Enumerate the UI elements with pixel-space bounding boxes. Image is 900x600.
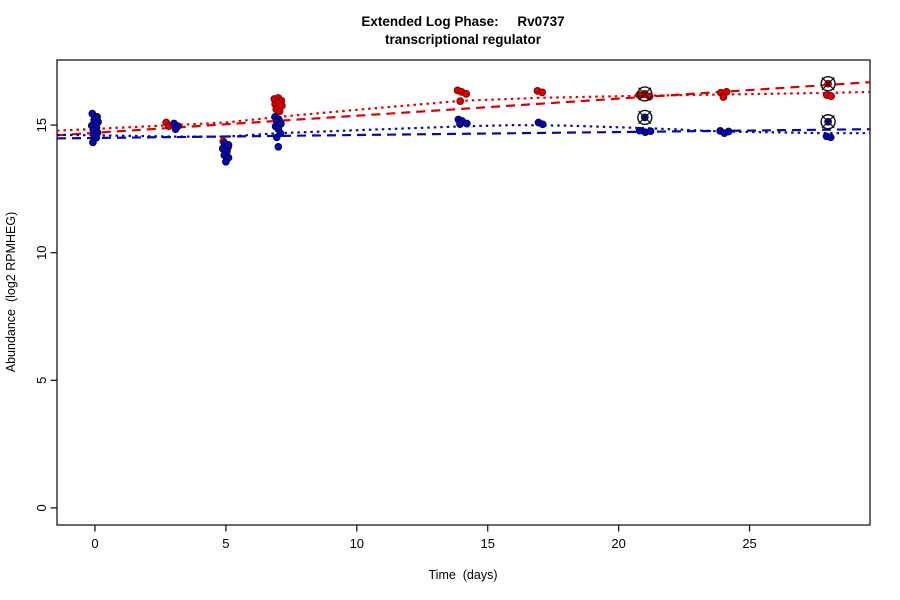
flagged-point-ring xyxy=(637,109,653,126)
red-condition-data-point xyxy=(456,97,465,105)
blue-condition-data-point xyxy=(538,120,547,129)
blue-condition-data-point xyxy=(724,127,733,136)
flagged-point-cross xyxy=(638,87,652,101)
x-axis-tick-label: 20 xyxy=(611,536,625,551)
flagged-point-cross xyxy=(821,115,835,129)
blue-condition-data-point xyxy=(826,133,835,142)
blue-condition-data-point xyxy=(171,125,180,134)
plot-titles: Extended Log Phase: Rv0737 transcription… xyxy=(361,14,564,47)
red-smooth-fit-line xyxy=(56,90,871,132)
red-condition-data-point xyxy=(719,93,728,101)
flagged-point-cross xyxy=(638,110,652,125)
red-condition-data-point xyxy=(275,107,284,116)
blue-condition-data-point xyxy=(89,138,97,147)
blue-condition-data-point xyxy=(646,127,655,136)
blue-condition-data-point xyxy=(274,142,283,151)
x-axis-tick-label: 0 xyxy=(91,536,98,551)
red-condition-data-point xyxy=(462,90,471,98)
plot-title-line1: Extended Log Phase: Rv0737 xyxy=(361,14,564,29)
x-axis-tick-label: 25 xyxy=(742,536,756,551)
blue-condition-data-point xyxy=(222,157,230,166)
red-condition-data-point xyxy=(538,88,547,97)
blue-condition-data-point xyxy=(456,120,464,128)
plot-area: 0 5 10 15 20 25 0 5 10 15 xyxy=(34,59,871,551)
flagged-point-ring xyxy=(820,114,836,130)
plot-border xyxy=(56,59,871,526)
x-axis-tick-label: 15 xyxy=(480,536,494,551)
flagged-point-ring xyxy=(820,76,836,92)
x-axis-tick-label: 10 xyxy=(350,536,364,551)
plot-title-line2: transcriptional regulator xyxy=(385,32,542,47)
flagged-point-ring xyxy=(637,86,653,102)
y-axis-tick-label: 15 xyxy=(34,118,49,132)
x-axis-label: Time (days) xyxy=(429,568,498,582)
y-axis-tick-label: 5 xyxy=(34,377,49,384)
y-axis-label: Abundance (log2 RPMHEG) xyxy=(4,212,18,373)
red-condition-data-point xyxy=(827,92,836,101)
blue-condition-data-point xyxy=(462,119,471,128)
blue-condition-data-point xyxy=(272,133,281,142)
y-axis-tick-label: 10 xyxy=(34,245,49,259)
flagged-point-cross xyxy=(821,77,835,91)
red-linear-fit-line xyxy=(56,81,871,137)
y-axis-tick-label: 0 xyxy=(34,504,49,511)
x-axis-tick-label: 5 xyxy=(222,536,229,551)
